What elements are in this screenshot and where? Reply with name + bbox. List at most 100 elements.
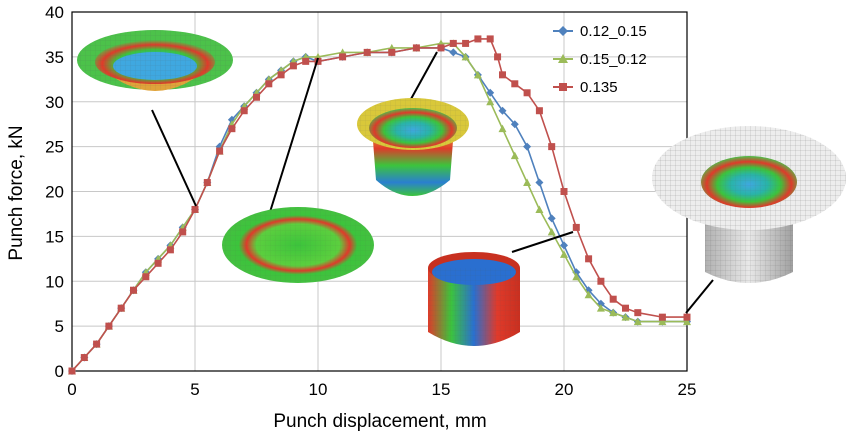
legend-entry-2: 0.135 [553,79,618,96]
data-point [437,44,445,52]
legend-label-1: 0.15_0.12 [580,51,647,68]
tick-labels: 0 5 10 15 20 25 30 35 40 0 5 10 15 20 25 [45,3,696,399]
data-point [461,52,470,61]
data-point [585,255,593,263]
legend: 0.12_0.15 0.15_0.12 0.135 [553,23,647,96]
data-point [499,71,506,79]
data-point [449,39,457,47]
data-point [68,367,76,375]
data-point [93,340,101,348]
data-point [547,214,556,223]
data-point [548,143,556,151]
data-point [486,97,495,106]
data-point [154,259,162,267]
data-point [584,290,593,299]
data-point [560,241,568,250]
data-point [658,313,666,321]
x-tick-label: 0 [67,380,76,399]
x-tick-label: 25 [678,380,697,399]
data-point [609,308,618,317]
y-tick-label: 35 [45,48,64,67]
data-point [547,227,556,236]
data-point [363,48,371,56]
data-point [203,179,211,187]
data-point [498,124,507,133]
data-point [596,304,605,312]
data-point [105,322,113,330]
data-point [498,106,507,115]
data-point [142,273,150,281]
data-point [302,57,310,65]
data-point [388,48,396,56]
data-point [621,313,630,321]
series-2 [68,35,691,375]
data-point [658,317,667,326]
x-tick-label: 10 [309,380,328,399]
series-line [71,47,687,372]
data-point [535,205,544,213]
data-point [449,48,458,57]
y-tick-label: 5 [55,317,64,336]
series-line [71,42,687,372]
data-point [191,205,199,213]
data-point [462,39,470,47]
y-tick-label: 40 [45,3,64,22]
data-point [535,178,544,187]
data-point [130,286,137,294]
data-point [166,246,174,254]
x-tick-label: 15 [432,380,451,399]
data-point [609,295,617,303]
data-point [560,250,568,258]
data-point [597,277,605,285]
data-point [523,142,532,151]
data-point [523,178,532,187]
data-point [265,80,273,88]
data-point [277,71,285,79]
data-point [510,120,519,129]
data-point [473,70,482,79]
data-series [68,35,691,375]
y-tick-label: 20 [45,183,64,202]
data-point [474,35,482,43]
y-tick-label: 0 [55,362,64,381]
fe-shape-mesh-cup [652,126,846,283]
legend-marker-triangle [558,54,568,63]
data-point [634,309,642,317]
data-point [179,228,187,236]
data-point [339,53,347,61]
y-tick-label: 15 [45,227,64,246]
data-point [117,304,125,312]
y-axis-title: Punch force, kN [6,125,27,260]
data-point [494,53,502,61]
data-point [80,354,88,362]
data-point [486,88,495,97]
data-point [412,44,420,52]
data-point [622,304,629,312]
fe-shape-flat-blank [222,207,374,283]
data-point [314,57,322,65]
data-point [486,35,494,43]
data-point [510,151,519,160]
data-point [572,272,581,281]
y-tick-label: 25 [45,138,64,157]
x-axis-title: Punch displacement, mm [273,411,486,432]
data-point [683,313,691,321]
legend-entry-1: 0.15_0.12 [553,51,647,68]
data-point [216,147,224,155]
data-point [572,223,580,231]
data-point [253,93,260,101]
data-point [535,107,543,115]
fe-shape-cylinder [428,252,520,346]
legend-label-0: 0.12_0.15 [580,23,647,40]
legend-marker-diamond [558,26,568,36]
legend-entry-0: 0.12_0.15 [553,23,647,40]
data-point [289,62,297,70]
fe-shape-images [77,30,846,346]
data-point [228,125,236,133]
data-point [240,107,248,115]
data-point [633,317,642,326]
legend-marker-square [559,83,567,91]
fe-shape-deep-cup [357,98,469,196]
y-tick-label: 30 [45,93,64,112]
data-point [511,80,519,88]
